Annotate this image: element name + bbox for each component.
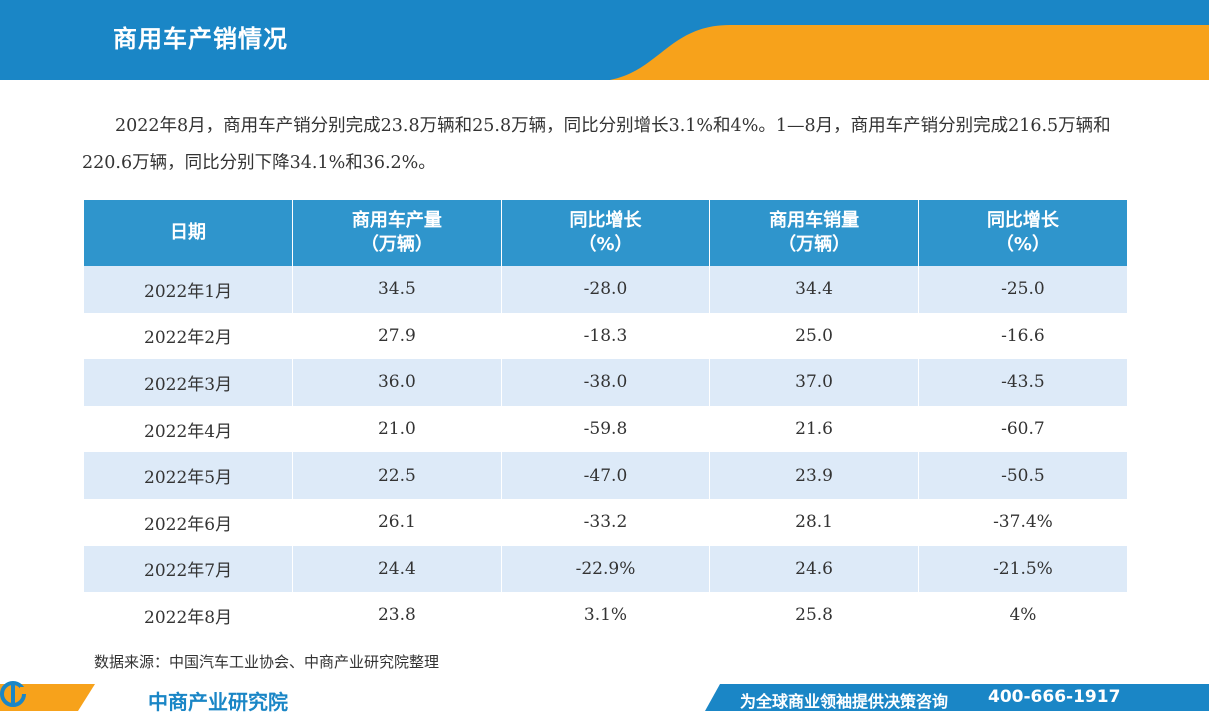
cell-sales-growth: -37.4%: [917, 498, 1127, 546]
cell-production: 27.9: [292, 312, 502, 360]
cell-sales-growth: -16.6: [917, 312, 1127, 360]
column-header-date: 日期: [84, 200, 293, 266]
cell-sales: 28.1: [709, 498, 919, 546]
table-row: 2022年4月 21.0 -59.8 21.6 -60.7: [84, 405, 1127, 453]
cell-sales-growth: -43.5: [917, 359, 1127, 406]
cell-production-growth: -59.8: [500, 405, 710, 453]
column-header-unit: （万辆）: [360, 234, 433, 255]
header-banner: 商用车产销情况: [0, 0, 1209, 80]
column-header-unit: （%）: [995, 234, 1050, 255]
column-header-sales: 商用车销量 （万辆）: [709, 200, 919, 266]
company-logo-icon: [0, 681, 30, 707]
cell-date: 2022年2月: [84, 312, 293, 360]
page-title: 商用车产销情况: [113, 25, 288, 53]
column-header-sales-growth: 同比增长 （%）: [917, 200, 1127, 266]
cell-date: 2022年1月: [84, 266, 293, 313]
cell-production: 26.1: [292, 498, 502, 546]
column-header-label: 同比增长: [569, 210, 642, 231]
cell-production-growth: -28.0: [500, 266, 710, 313]
cell-date: 2022年4月: [84, 405, 293, 453]
cell-date: 2022年5月: [84, 452, 293, 499]
cell-sales-growth: 4%: [917, 592, 1127, 639]
column-header-production: 商用车产量 （万辆）: [292, 200, 502, 266]
table-row: 2022年3月 36.0 -38.0 37.0 -43.5: [84, 359, 1127, 406]
footer-slogan: 为全球商业领袖提供决策咨询: [740, 692, 949, 711]
column-header-label: 日期: [170, 222, 207, 243]
cell-sales: 25.8: [709, 592, 919, 639]
column-header-unit: （万辆）: [778, 234, 851, 255]
cell-production-growth: -33.2: [500, 498, 710, 546]
cell-production-growth: -47.0: [500, 452, 710, 499]
cell-production: 34.5: [292, 266, 502, 313]
cell-sales: 23.9: [709, 452, 919, 499]
intro-paragraph: 2022年8月，商用车产销分别完成23.8万辆和25.8万辆，同比分别增长3.1…: [82, 116, 1111, 173]
column-header-label: 商用车销量: [769, 210, 860, 231]
table-row: 2022年7月 24.4 -22.9% 24.6 -21.5%: [84, 545, 1127, 593]
table-row: 2022年1月 34.5 -28.0 34.4 -25.0: [84, 266, 1127, 313]
cell-production-growth: 3.1%: [500, 592, 710, 639]
production-sales-table: 日期 商用车产量 （万辆） 同比增长 （%） 商用车销量 （万辆） 同比增长 （…: [84, 200, 1127, 639]
cell-sales: 37.0: [709, 359, 919, 406]
cell-sales-growth: -25.0: [917, 266, 1127, 313]
column-header-label: 同比增长: [986, 210, 1059, 231]
cell-sales: 25.0: [709, 312, 919, 360]
cell-production: 22.5: [292, 452, 502, 499]
header-background: [0, 0, 1209, 80]
company-logo-text: 中商产业研究院: [148, 690, 288, 714]
footer-phone: 400-666-1917: [988, 687, 1121, 707]
cell-sales: 34.4: [709, 266, 919, 313]
column-header-label: 商用车产量: [351, 210, 442, 231]
column-header-production-growth: 同比增长 （%）: [500, 200, 710, 266]
table-row: 2022年2月 27.9 -18.3 25.0 -16.6: [84, 312, 1127, 360]
cell-production: 24.4: [292, 545, 502, 593]
cell-sales-growth: -21.5%: [917, 545, 1127, 593]
cell-sales-growth: -60.7: [917, 405, 1127, 453]
cell-production: 21.0: [292, 405, 502, 453]
cell-date: 2022年7月: [84, 545, 293, 593]
cell-production-growth: -38.0: [500, 359, 710, 406]
table-row: 2022年6月 26.1 -33.2 28.1 -37.4%: [84, 498, 1127, 546]
table-header-row: 日期 商用车产量 （万辆） 同比增长 （%） 商用车销量 （万辆） 同比增长 （…: [84, 200, 1127, 266]
data-source-note: 数据来源：中国汽车工业协会、中商产业研究院整理: [94, 653, 440, 671]
cell-sales-growth: -50.5: [917, 452, 1127, 499]
cell-production: 23.8: [292, 592, 502, 639]
column-header-unit: （%）: [578, 234, 633, 255]
footer-bar: 中商产业研究院 为全球商业领袖提供决策咨询 400-666-1917: [0, 681, 1209, 718]
table-row: 2022年8月 23.8 3.1% 25.8 4%: [84, 592, 1127, 639]
cell-date: 2022年8月: [84, 592, 293, 639]
cell-production-growth: -18.3: [500, 312, 710, 360]
cell-date: 2022年6月: [84, 498, 293, 546]
cell-production: 36.0: [292, 359, 502, 406]
cell-production-growth: -22.9%: [500, 545, 710, 593]
table-row: 2022年5月 22.5 -47.0 23.9 -50.5: [84, 452, 1127, 499]
cell-sales: 21.6: [709, 405, 919, 453]
cell-date: 2022年3月: [84, 359, 293, 406]
cell-sales: 24.6: [709, 545, 919, 593]
